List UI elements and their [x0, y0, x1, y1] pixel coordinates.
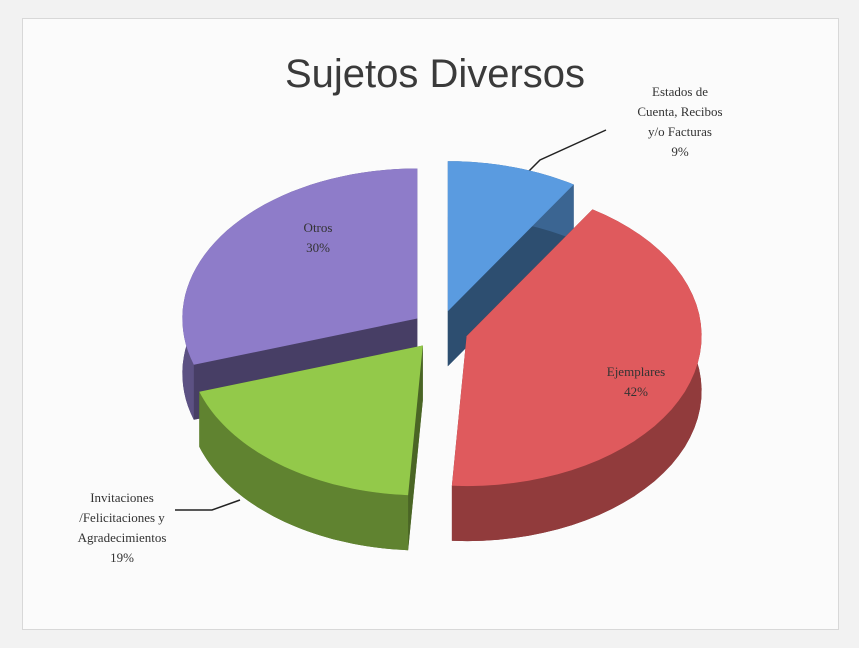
pie-slice: [182, 168, 418, 365]
slice-side: [199, 391, 409, 551]
pie-slice: [199, 345, 423, 496]
pie-slice: [447, 161, 574, 312]
chart-frame: [22, 18, 839, 630]
chart-title: Sujetos Diversos: [284, 52, 586, 96]
leader-line: [175, 499, 241, 511]
value-label: 42%: [624, 384, 648, 399]
slice-side: [447, 184, 574, 367]
slice-side: [451, 209, 702, 542]
value-label: 19%: [110, 550, 134, 565]
value-label: 30%: [306, 240, 330, 255]
pie-slice: [451, 209, 702, 487]
value-label: 9%: [671, 144, 689, 159]
slice-label: Ejemplares: [606, 364, 666, 379]
slice-label: Otros: [303, 220, 333, 235]
slice-label: Estados de Cuenta, Recibos y/o Facturas: [637, 84, 723, 139]
slice-label: Invitaciones /Felicitaciones y Agradecim…: [77, 490, 167, 545]
